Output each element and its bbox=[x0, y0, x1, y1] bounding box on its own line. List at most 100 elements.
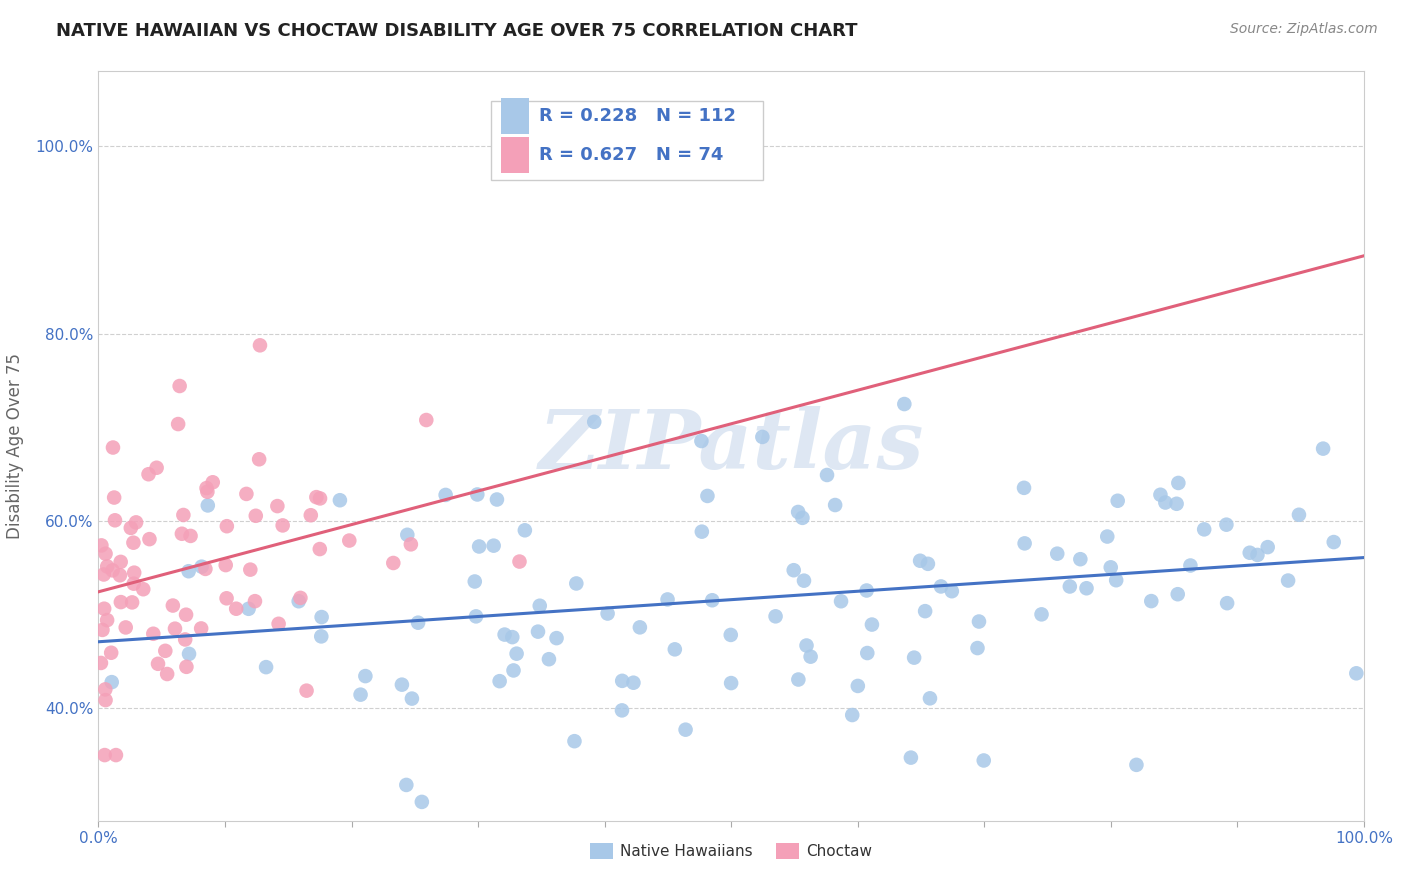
Point bbox=[190, 622, 212, 636]
Point bbox=[110, 555, 132, 569]
Point bbox=[1099, 560, 1122, 574]
Point bbox=[406, 615, 429, 630]
Point bbox=[1277, 574, 1299, 588]
Point bbox=[142, 626, 165, 640]
Point bbox=[973, 754, 995, 768]
Point bbox=[225, 601, 247, 615]
Point bbox=[527, 624, 550, 639]
Point bbox=[664, 642, 686, 657]
Point bbox=[494, 627, 516, 641]
Point bbox=[238, 602, 260, 616]
Point bbox=[120, 521, 142, 535]
Point bbox=[465, 487, 488, 501]
Point bbox=[1246, 548, 1268, 562]
Text: Source: ZipAtlas.com: Source: ZipAtlas.com bbox=[1230, 22, 1378, 37]
Point bbox=[146, 657, 169, 671]
Point bbox=[529, 599, 551, 613]
Point bbox=[623, 675, 645, 690]
Point bbox=[266, 499, 288, 513]
Point bbox=[856, 646, 879, 660]
Point bbox=[290, 591, 312, 605]
Point bbox=[1069, 552, 1091, 566]
Point bbox=[103, 491, 125, 505]
Point bbox=[1059, 579, 1081, 593]
Point bbox=[243, 594, 266, 608]
Point bbox=[169, 379, 191, 393]
Point bbox=[174, 632, 197, 647]
Point bbox=[1012, 481, 1035, 495]
Point bbox=[1180, 558, 1202, 573]
Point bbox=[162, 599, 184, 613]
Point bbox=[399, 537, 422, 551]
Point bbox=[190, 559, 212, 574]
Point bbox=[163, 622, 186, 636]
Point bbox=[508, 555, 530, 569]
Text: R = 0.627   N = 74: R = 0.627 N = 74 bbox=[538, 146, 723, 164]
Point bbox=[349, 688, 371, 702]
Point bbox=[415, 413, 437, 427]
Point bbox=[132, 582, 155, 597]
Point bbox=[675, 723, 697, 737]
Point bbox=[800, 649, 823, 664]
Point bbox=[122, 576, 145, 591]
Point bbox=[337, 533, 360, 548]
Point bbox=[824, 498, 846, 512]
Point bbox=[172, 508, 194, 522]
Point bbox=[1097, 530, 1119, 544]
Point bbox=[751, 430, 773, 444]
Point bbox=[108, 568, 131, 582]
Point bbox=[94, 547, 117, 561]
Point bbox=[194, 562, 217, 576]
Point bbox=[1046, 547, 1069, 561]
Point bbox=[267, 616, 290, 631]
Point bbox=[787, 505, 810, 519]
Point bbox=[235, 487, 257, 501]
Point bbox=[249, 338, 271, 352]
Point bbox=[174, 607, 197, 622]
Point bbox=[690, 524, 713, 539]
Point bbox=[170, 526, 193, 541]
Point bbox=[180, 529, 202, 543]
Point bbox=[122, 535, 145, 549]
Point bbox=[295, 683, 318, 698]
Point bbox=[482, 539, 505, 553]
Point bbox=[720, 628, 742, 642]
Point bbox=[1105, 573, 1128, 587]
Point bbox=[396, 528, 419, 542]
Point bbox=[1154, 495, 1177, 509]
Point bbox=[513, 523, 536, 537]
Point bbox=[1312, 442, 1334, 456]
Point bbox=[308, 542, 330, 557]
Point bbox=[505, 647, 527, 661]
Legend: Native Hawaiians, Choctaw: Native Hawaiians, Choctaw bbox=[583, 838, 879, 865]
Point bbox=[900, 750, 922, 764]
Point bbox=[254, 660, 277, 674]
Point bbox=[155, 644, 177, 658]
Point bbox=[796, 639, 818, 653]
Point bbox=[967, 615, 990, 629]
Point bbox=[391, 678, 413, 692]
Point bbox=[101, 563, 124, 577]
Point bbox=[215, 591, 238, 606]
Point bbox=[1014, 536, 1036, 550]
Point bbox=[93, 748, 115, 763]
Point bbox=[628, 620, 651, 634]
Point bbox=[941, 584, 963, 599]
Text: R = 0.228   N = 112: R = 0.228 N = 112 bbox=[538, 107, 735, 125]
FancyBboxPatch shape bbox=[501, 98, 529, 134]
Point bbox=[765, 609, 787, 624]
Point bbox=[197, 499, 219, 513]
Point bbox=[311, 610, 333, 624]
Point bbox=[565, 576, 588, 591]
Point bbox=[1323, 535, 1346, 549]
Point bbox=[96, 559, 118, 574]
Point bbox=[215, 519, 238, 533]
Point bbox=[201, 475, 224, 490]
Point bbox=[1031, 607, 1053, 622]
Point bbox=[783, 563, 806, 577]
Point bbox=[917, 557, 939, 571]
Point bbox=[94, 693, 117, 707]
Point bbox=[841, 708, 863, 723]
Point bbox=[309, 629, 332, 643]
Point bbox=[1215, 517, 1237, 532]
